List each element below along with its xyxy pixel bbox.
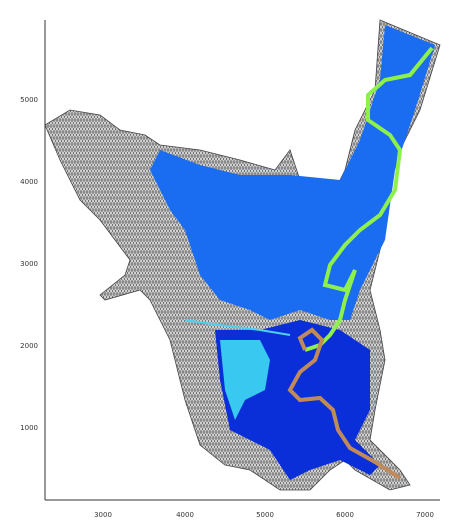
y-tick-label: 4000 [20,178,38,186]
y-tick-label: 3000 [20,260,38,268]
x-tick-label: 7000 [416,511,434,519]
x-tick-label: 6000 [336,511,354,519]
x-tick-label: 5000 [256,511,274,519]
x-tick-label: 3000 [94,511,112,519]
map-figure: 5000 4000 3000 2000 1000 3000 4000 5000 … [0,0,452,532]
y-tick-label: 1000 [20,424,38,432]
y-tick-label: 5000 [20,96,38,104]
y-tick-label: 2000 [20,342,38,350]
x-tick-label: 4000 [176,511,194,519]
